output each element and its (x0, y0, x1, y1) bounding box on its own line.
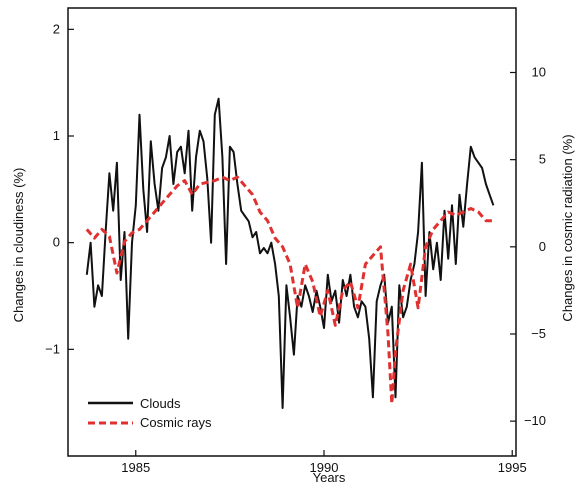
x-tick-label-1990: 1990 (310, 460, 339, 475)
right-y-tick-label-1: −5 (531, 326, 546, 341)
left-y-tick-label-0: −1 (45, 341, 60, 356)
left-y-tick-label-2: 1 (53, 128, 60, 143)
right-y-axis-label: Changes in cosmic radiation (%) (560, 134, 575, 321)
right-y-tick-label-0: −10 (524, 413, 546, 428)
right-y-tick-label-3: 5 (539, 152, 546, 167)
series-layer (85, 97, 495, 409)
legend: Clouds Cosmic rays (88, 396, 212, 430)
x-axis-label: Years (313, 470, 346, 485)
left-y-tick-label-3: 2 (53, 21, 60, 36)
left-y-axis-label: Changes in cloudiness (%) (11, 168, 26, 323)
series-line-cosmic-rays (85, 175, 494, 406)
left-y-tick-label-1: 0 (53, 235, 60, 250)
series-line-clouds (85, 97, 495, 409)
right-y-tick-label-4: 10 (532, 64, 546, 79)
right-y-tick-label-2: 0 (539, 239, 546, 254)
legend-label-cosmic-rays: Cosmic rays (140, 415, 212, 430)
legend-label-clouds: Clouds (140, 396, 181, 411)
plot-frame (67, 7, 517, 457)
x-tick-label-1995: 1995 (498, 460, 527, 475)
x-tick-label-1985: 1985 (121, 460, 150, 475)
